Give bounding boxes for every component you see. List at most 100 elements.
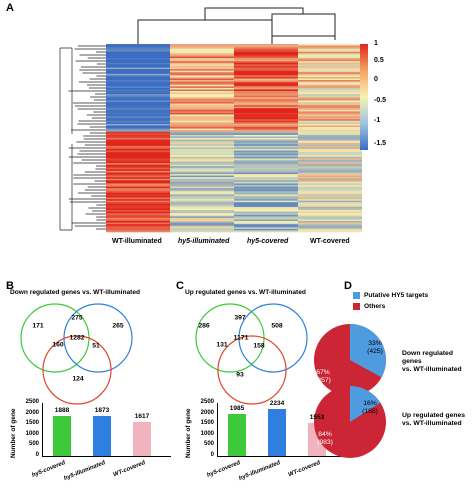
heatmap-cell bbox=[234, 83, 298, 86]
heatmap-cell bbox=[298, 105, 362, 107]
heatmap-cell bbox=[298, 94, 362, 96]
heatmap-cell bbox=[298, 145, 362, 148]
heatmap-cell bbox=[106, 230, 170, 233]
heatmap-cell bbox=[106, 188, 170, 190]
heatmap-cell bbox=[234, 164, 298, 167]
heatmap-cell bbox=[106, 123, 170, 126]
heatmap-cell bbox=[234, 105, 298, 107]
heatmap-cell bbox=[106, 141, 170, 143]
colorbar-tick: 1 bbox=[374, 40, 378, 47]
heatmap-cell bbox=[106, 163, 170, 165]
heatmap-cell bbox=[234, 156, 298, 159]
heatmap-cell bbox=[106, 95, 170, 98]
legend-label-others: Others bbox=[364, 303, 386, 310]
heatmap-cell bbox=[170, 127, 234, 129]
y-tick-label: 1500 bbox=[25, 420, 39, 427]
column-label-wt-illuminated: WT-illuminated bbox=[112, 238, 162, 245]
heatmap-cell bbox=[170, 141, 234, 143]
heatmap-cell bbox=[298, 89, 362, 92]
heatmap-cell bbox=[170, 111, 234, 114]
heatmap-cell bbox=[170, 128, 234, 131]
heatmap-cell bbox=[170, 105, 234, 107]
y-tick-label: 1000 bbox=[200, 430, 214, 437]
bar-value-label: 1553 bbox=[309, 414, 325, 422]
heatmap-cell bbox=[106, 53, 170, 56]
heatmap-cell bbox=[170, 159, 234, 162]
heatmap-cell bbox=[106, 108, 170, 111]
heatmap-cell bbox=[170, 67, 234, 70]
heatmap-cell bbox=[170, 94, 234, 96]
heatmap-cell bbox=[298, 122, 362, 125]
pie-slice-targets bbox=[350, 386, 381, 422]
pie2-other-count: (983) bbox=[317, 439, 333, 446]
heatmap-cell bbox=[234, 161, 298, 164]
heatmap-cell bbox=[106, 120, 170, 123]
heatmap-cell bbox=[170, 181, 234, 184]
heatmap-cell bbox=[234, 214, 298, 217]
heatmap-cell bbox=[106, 208, 170, 211]
heatmap-cell bbox=[106, 72, 170, 75]
heatmap-cell bbox=[298, 194, 362, 197]
heatmap-cell bbox=[106, 180, 170, 183]
heatmap-cell bbox=[298, 163, 362, 165]
heatmap-cell bbox=[234, 210, 298, 212]
venn-value: 158 bbox=[253, 342, 265, 350]
heatmap-cell bbox=[170, 222, 234, 225]
heatmap-cell bbox=[298, 189, 362, 192]
heatmap-cell bbox=[298, 117, 362, 120]
heatmap-cell bbox=[234, 138, 298, 140]
heatmap-cell bbox=[170, 191, 234, 194]
heatmap-cell bbox=[170, 180, 234, 183]
heatmap-cell bbox=[298, 123, 362, 126]
heatmap-cell bbox=[106, 169, 170, 172]
heatmap-cell bbox=[170, 101, 234, 104]
heatmap-cell bbox=[298, 86, 362, 89]
heatmap-cell bbox=[298, 112, 362, 115]
heatmap-cell bbox=[170, 210, 234, 212]
heatmap-cell bbox=[106, 128, 170, 131]
heatmap-cell bbox=[298, 177, 362, 180]
colorbar-tick: -1.5 bbox=[374, 140, 387, 147]
heatmap-cell bbox=[298, 166, 362, 169]
heatmap-cell bbox=[170, 45, 234, 48]
heatmap-cell bbox=[106, 116, 170, 118]
heatmap-cell bbox=[106, 172, 170, 175]
heatmap-cell bbox=[170, 227, 234, 230]
heatmap-cell bbox=[298, 91, 362, 93]
heatmap-cell bbox=[298, 120, 362, 123]
heatmap-cell bbox=[298, 222, 362, 225]
heatmap-cell bbox=[170, 65, 234, 68]
heatmap-cell bbox=[298, 59, 362, 62]
heatmap-cell bbox=[106, 59, 170, 62]
heatmap-cell bbox=[298, 83, 362, 86]
heatmap-cell bbox=[170, 130, 234, 133]
heatmap-cell bbox=[106, 205, 170, 208]
heatmap-cell bbox=[234, 112, 298, 115]
heatmap-cell bbox=[234, 200, 298, 203]
heatmap-cell bbox=[170, 84, 234, 87]
heatmap-cell bbox=[234, 170, 298, 173]
bar-value-label: 1617 bbox=[134, 412, 150, 420]
heatmap-cell bbox=[234, 197, 298, 200]
heatmap-cell bbox=[298, 103, 362, 106]
heatmap-cell bbox=[234, 72, 298, 75]
heatmap-cell bbox=[234, 81, 298, 84]
venn-value: 397 bbox=[234, 314, 246, 322]
heatmap-cell bbox=[170, 83, 234, 86]
heatmap-cell bbox=[298, 200, 362, 203]
heatmap-cell bbox=[298, 153, 362, 156]
heatmap-cell bbox=[234, 141, 298, 143]
heatmap-cell bbox=[170, 177, 234, 180]
heatmap-cell bbox=[170, 166, 234, 169]
heatmap-cell bbox=[106, 192, 170, 195]
heatmap-cell bbox=[234, 127, 298, 129]
heatmap-cell bbox=[106, 145, 170, 148]
heatmap-cell bbox=[234, 80, 298, 82]
heatmap-cell bbox=[106, 119, 170, 122]
legend-swatch-targets bbox=[353, 292, 360, 299]
heatmap-cell bbox=[106, 142, 170, 145]
heatmap-cell bbox=[234, 152, 298, 154]
heatmap-cell bbox=[106, 181, 170, 184]
heatmap-cell bbox=[234, 86, 298, 89]
heatmap-cell bbox=[234, 69, 298, 71]
